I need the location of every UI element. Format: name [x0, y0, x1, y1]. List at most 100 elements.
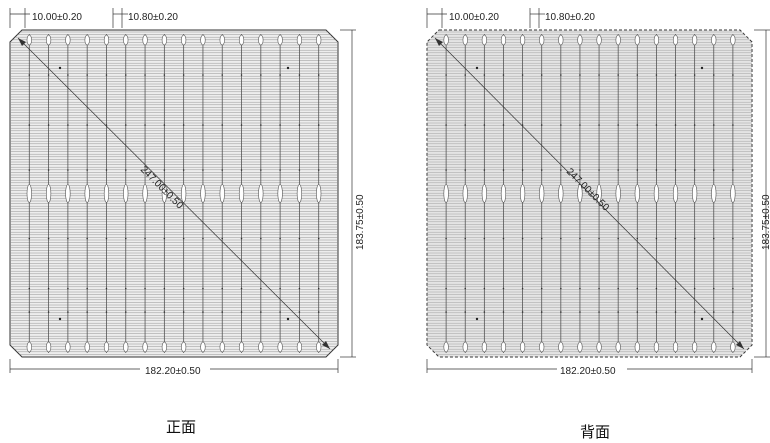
busbar-pad — [462, 34, 468, 46]
back-caption: 背面 — [580, 423, 610, 441]
solder-dot — [240, 237, 243, 240]
solder-dot — [221, 311, 224, 313]
solder-dot — [540, 124, 543, 126]
busbar-pad — [258, 341, 264, 353]
solder-dot — [598, 74, 600, 76]
busbar-pad — [123, 184, 129, 203]
solder-dot — [144, 287, 146, 290]
solder-dot — [28, 169, 31, 171]
busbar-pad — [653, 184, 660, 203]
front-panel: 10.00±0.20 10.80±0.20 247.00±0.50 183.75… — [9, 8, 366, 436]
solder-dot — [240, 169, 243, 171]
busbar-pad — [519, 184, 526, 203]
solder-dot — [260, 169, 262, 171]
solder-dot — [86, 124, 88, 126]
solder-dot — [221, 74, 224, 76]
fiducial-mark — [286, 66, 290, 70]
solder-dot — [655, 237, 658, 240]
busbar-pad — [500, 341, 507, 353]
fiducial-mark — [475, 66, 479, 70]
solder-dot — [144, 311, 146, 313]
solder-dot — [445, 74, 447, 76]
solder-dot — [163, 237, 166, 240]
solder-dot — [521, 74, 524, 76]
busbar-pad — [219, 341, 225, 353]
busbar-pad — [200, 184, 206, 203]
solder-dot — [163, 74, 166, 76]
busbar-pad — [634, 184, 640, 203]
solder-dot — [279, 287, 281, 290]
solder-dot — [693, 169, 696, 171]
solder-dot — [732, 237, 734, 240]
solder-dot — [182, 169, 185, 171]
solder-dot — [579, 74, 581, 76]
busbar-pad — [653, 341, 660, 353]
busbar-pad — [161, 184, 167, 203]
busbar-pad — [142, 341, 148, 353]
fiducial-mark — [700, 317, 704, 321]
solder-dot — [28, 237, 31, 240]
solder-dot — [540, 74, 543, 76]
solder-dot — [124, 287, 127, 290]
busbar-pad — [219, 34, 225, 46]
busbar-pad — [672, 184, 679, 203]
solder-dot — [279, 311, 281, 313]
busbar-pad — [65, 341, 71, 353]
busbar-pad — [277, 341, 283, 353]
busbar-pad — [615, 34, 621, 46]
solder-dot — [260, 74, 262, 76]
busbar-pad — [481, 341, 487, 353]
solder-dot — [502, 74, 505, 76]
back-busbar-pitch-label: 10.00±0.20 — [449, 12, 499, 23]
solder-dot — [655, 311, 658, 313]
busbar-pad — [577, 34, 583, 46]
busbar-pad — [258, 184, 264, 203]
busbar-pad — [558, 184, 564, 203]
busbar-pad — [481, 34, 487, 46]
front-finger-pitch-label: 10.80±0.20 — [128, 12, 178, 23]
busbar-pad — [316, 184, 322, 203]
solder-dot — [105, 237, 108, 240]
busbar-pad — [238, 34, 245, 46]
solder-dot — [521, 287, 524, 290]
solder-dot — [86, 237, 88, 240]
solder-dot — [540, 287, 543, 290]
solder-dot — [636, 311, 639, 313]
solder-dot — [598, 169, 600, 171]
busbar-pad — [443, 341, 449, 353]
diagonal-arrow — [18, 38, 26, 46]
solder-dot — [144, 124, 146, 126]
solder-dot — [655, 287, 658, 290]
solder-dot — [298, 169, 301, 171]
solder-dot — [674, 74, 677, 76]
busbar-pad — [316, 34, 322, 46]
top-dimension-lines — [426, 8, 545, 28]
busbar-pad — [181, 341, 187, 353]
busbar-pad — [84, 341, 90, 353]
busbar-pad — [500, 34, 507, 46]
solder-dot — [221, 124, 224, 126]
solder-dot — [182, 311, 185, 313]
busbar-pad — [481, 184, 487, 203]
solder-dot — [221, 169, 224, 171]
solder-dot — [464, 169, 467, 171]
solder-dot — [521, 169, 524, 171]
busbar-pad — [123, 341, 129, 353]
solder-dot — [483, 311, 486, 313]
solder-dot — [464, 124, 467, 126]
solder-dot — [521, 311, 524, 313]
solder-dot — [617, 124, 619, 126]
busbar-pad — [200, 341, 206, 353]
busbar-pad — [711, 341, 717, 353]
solder-dot — [67, 287, 69, 290]
front-width-label: 182.20±0.50 — [145, 366, 201, 377]
solder-dot — [47, 74, 50, 76]
solder-dot — [674, 237, 677, 240]
solder-dot — [617, 237, 619, 240]
busbar-pad — [615, 341, 621, 353]
busbar-pad — [539, 341, 545, 353]
solder-dot — [712, 287, 715, 290]
solder-dot — [124, 169, 127, 171]
solder-dot — [47, 311, 50, 313]
solder-dot — [693, 74, 696, 76]
